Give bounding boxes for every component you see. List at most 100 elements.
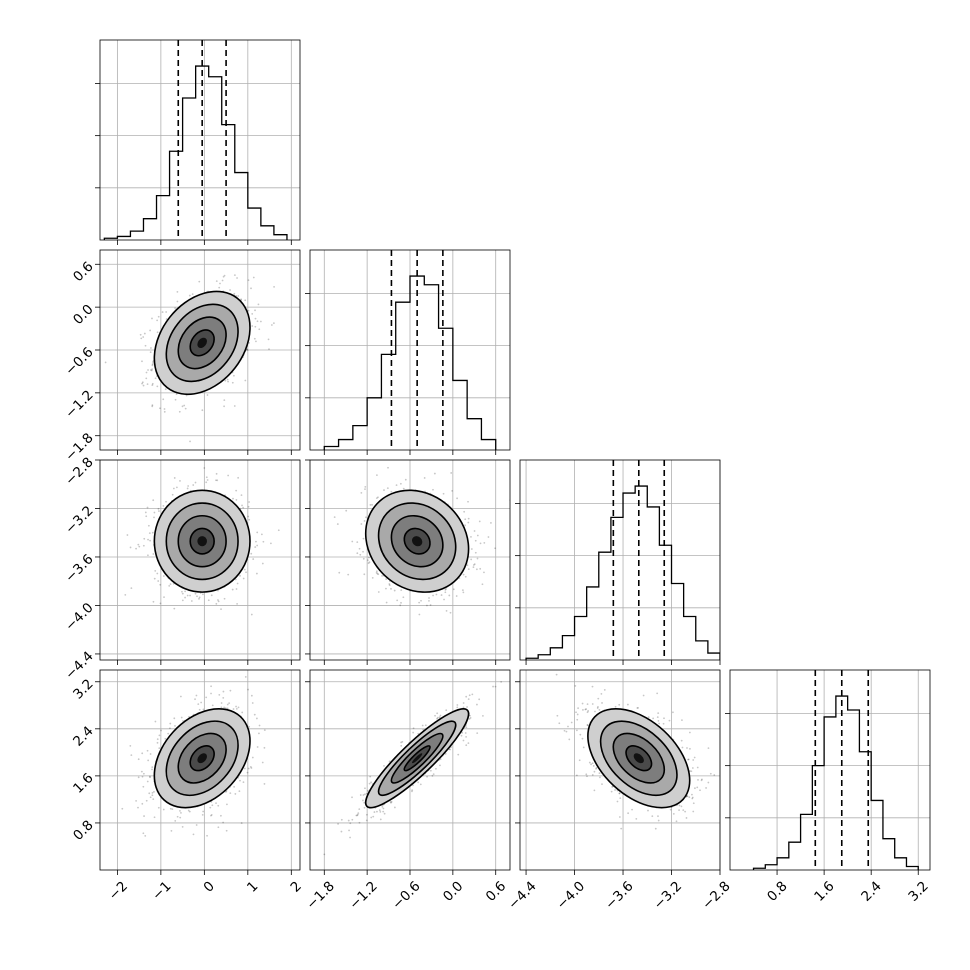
scatter-point [433, 472, 436, 475]
scatter-point [220, 608, 222, 610]
scatter-point [210, 813, 213, 816]
scatter-point [222, 821, 225, 824]
scatter-point [598, 772, 601, 775]
scatter-point [151, 368, 154, 371]
scatter-point [256, 531, 259, 534]
x-tick-label: −0.6 [389, 878, 423, 912]
scatter-point [245, 571, 247, 574]
scatter-point [186, 487, 189, 490]
scatter-point [475, 568, 478, 571]
scatter-point [478, 520, 481, 523]
scatter-point [340, 830, 343, 833]
scatter-point [236, 582, 239, 585]
scatter-point [256, 320, 259, 323]
scatter-point [390, 587, 392, 590]
scatter-point [231, 381, 234, 384]
scatter-point [205, 476, 208, 479]
density-3-1 [323, 680, 503, 856]
scatter-point [217, 804, 220, 807]
scatter-point [203, 467, 206, 469]
scatter-point [158, 510, 160, 512]
scatter-point [483, 542, 486, 544]
panel-3-1: −1.8 −1.2 −0.6 0.0 0.6 [303, 669, 511, 913]
scatter-point [130, 587, 133, 590]
scatter-point [229, 289, 231, 291]
scatter-point [359, 794, 362, 796]
scatter-point [402, 487, 405, 490]
scatter-point [247, 767, 250, 770]
scatter-point [494, 547, 497, 550]
scatter-point [202, 593, 204, 596]
scatter-point [162, 575, 165, 577]
scatter-point [195, 694, 198, 697]
scatter-point [218, 286, 221, 289]
scatter-point [483, 571, 485, 574]
contour-line [153, 708, 251, 809]
scatter-point [157, 507, 160, 510]
scatter-point [194, 698, 196, 701]
scatter-point [187, 485, 190, 487]
scatter-point [240, 298, 243, 301]
scatter-point [363, 801, 366, 804]
scatter-point [250, 287, 252, 290]
panel-frame [99, 459, 301, 661]
scatter-point [482, 715, 484, 717]
scatter-point [137, 806, 139, 809]
scatter-point [362, 799, 364, 802]
scatter-point [149, 539, 152, 542]
scatter-point [157, 806, 160, 809]
y-tick-label: −4.0 [62, 600, 96, 634]
scatter-point [154, 570, 157, 572]
scatter-point [160, 729, 162, 732]
scatter-point [235, 489, 238, 492]
scatter-point [268, 348, 270, 351]
scatter-point [396, 599, 399, 602]
scatter-point [242, 577, 245, 580]
scatter-point [429, 769, 432, 772]
density-peak [411, 536, 423, 547]
scatter-point [234, 793, 237, 795]
scatter-point [440, 594, 443, 596]
scatter-point [252, 276, 255, 279]
scatter-point [248, 518, 251, 521]
scatter-point [197, 703, 200, 706]
scatter-point [412, 727, 415, 730]
scatter-point [375, 571, 378, 574]
scatter-point [165, 500, 167, 503]
scatter-point [390, 800, 393, 803]
scatter-point [169, 807, 172, 810]
scatter-point [139, 333, 142, 336]
scatter-point [229, 792, 232, 795]
scatter-point [400, 741, 402, 744]
panel-frame [99, 249, 301, 451]
scatter-point [142, 772, 145, 775]
scatter-point [217, 826, 220, 829]
scatter-point [151, 404, 154, 407]
density-1-0 [104, 274, 275, 443]
scatter-point [178, 410, 181, 413]
scatter-point [239, 779, 241, 782]
scatter-point [461, 731, 464, 734]
scatter-point [179, 809, 181, 812]
panel-2-2 [515, 459, 721, 665]
scatter-point [424, 724, 427, 727]
scatter-point [376, 810, 378, 813]
scatter-point [252, 558, 255, 560]
contour-line [390, 732, 444, 784]
scatter-point [211, 804, 214, 807]
scatter-point [426, 604, 428, 607]
scatter-point [159, 407, 161, 410]
scatter-point [246, 771, 249, 774]
scatter-point [240, 494, 243, 497]
scatter-point [146, 780, 149, 783]
scatter-point [159, 602, 162, 605]
scatter-point [388, 583, 391, 585]
scatter-point [201, 813, 204, 816]
scatter-point [663, 717, 665, 720]
scatter-point [148, 775, 151, 778]
scatter-point [140, 770, 143, 773]
scatter-point [176, 815, 179, 818]
panel-frame [99, 669, 301, 871]
scatter-point [656, 692, 659, 695]
scatter-point [351, 540, 354, 543]
